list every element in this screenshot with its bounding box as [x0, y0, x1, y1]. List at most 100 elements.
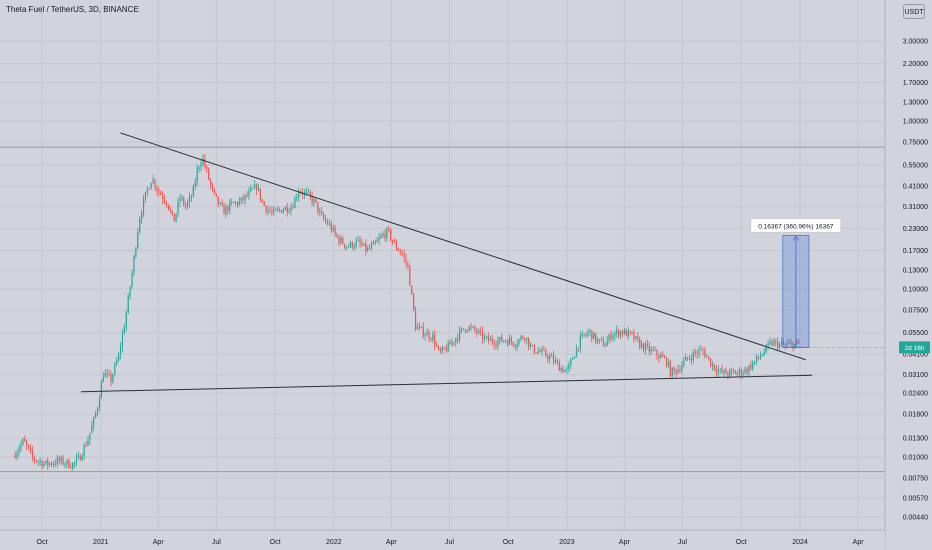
- candle-body: [742, 373, 744, 375]
- candle-body: [665, 357, 668, 366]
- candle-body: [790, 342, 792, 344]
- candle-body: [330, 223, 332, 231]
- candle-body: [771, 341, 773, 346]
- candle-body: [732, 370, 735, 372]
- candle-body: [662, 355, 664, 357]
- candle-body: [267, 209, 269, 212]
- candle-body: [365, 243, 367, 252]
- candle-body: [317, 202, 319, 213]
- candle-body: [83, 445, 85, 457]
- x-tick-label: 2023: [559, 539, 575, 546]
- last-price-countdown: 2d 16h: [905, 345, 925, 352]
- candle-body: [282, 209, 284, 213]
- candle-body: [516, 344, 518, 347]
- candle-body: [68, 459, 70, 468]
- candle-body: [43, 463, 45, 467]
- candle-body: [558, 362, 560, 371]
- candle-body: [723, 369, 725, 373]
- currency-button[interactable]: USDT: [903, 4, 925, 19]
- x-tick-label: 2022: [326, 539, 342, 546]
- candle-body: [104, 373, 106, 377]
- candle-body: [242, 197, 244, 201]
- candle-body: [259, 188, 261, 200]
- candle-body: [14, 455, 16, 458]
- candle-body: [688, 358, 691, 360]
- candle-body: [405, 257, 407, 264]
- candle-body: [639, 339, 641, 348]
- candle-body: [292, 207, 294, 209]
- candle-body: [457, 338, 459, 340]
- candle-body: [196, 168, 198, 182]
- x-tick-label: Jul: [212, 539, 221, 546]
- lower-trendline[interactable]: [80, 374, 813, 393]
- candle-body: [631, 332, 633, 334]
- candle-body: [112, 374, 114, 382]
- candle-body: [87, 440, 89, 446]
- x-tick-label: Jul: [445, 539, 454, 546]
- candle-body: [702, 349, 704, 351]
- x-tick-label: Jul: [678, 539, 687, 546]
- candle-body: [45, 460, 47, 464]
- candle-body: [215, 193, 217, 197]
- price-range-arrow-head: [792, 235, 800, 241]
- candle-body: [648, 345, 650, 352]
- candle-body: [204, 158, 206, 167]
- candle-body: [564, 369, 566, 373]
- candle-body: [190, 196, 193, 198]
- candle-body: [240, 197, 242, 202]
- candle-body: [202, 158, 204, 164]
- candle-body: [338, 236, 340, 244]
- candle-body: [777, 341, 779, 348]
- candle-body: [451, 341, 453, 345]
- candle-body: [198, 167, 200, 169]
- candle-body: [499, 337, 501, 341]
- candle-body: [775, 341, 777, 343]
- candle-body: [116, 360, 118, 365]
- candle-body: [474, 326, 476, 331]
- candle-body: [121, 333, 124, 348]
- upper-trendline[interactable]: [120, 132, 806, 361]
- candle-body: [407, 263, 409, 266]
- candle-body: [554, 360, 557, 362]
- candle-body: [505, 340, 507, 342]
- candle-body: [489, 338, 491, 341]
- candle-body: [428, 332, 430, 339]
- candle-body: [437, 346, 440, 350]
- candle-body: [52, 463, 55, 465]
- candle-body: [443, 347, 445, 349]
- candle-body: [794, 343, 796, 349]
- candle-body: [595, 333, 597, 343]
- candle-body: [368, 248, 371, 250]
- candle-body: [135, 247, 137, 257]
- candles: [14, 153, 800, 471]
- candle-body: [587, 331, 589, 335]
- candle-body: [234, 202, 237, 204]
- candle-body: [390, 229, 392, 240]
- candle-body: [346, 246, 348, 248]
- y-tick-label: 3.00000: [903, 39, 928, 46]
- candle-body: [250, 188, 252, 192]
- candle-body: [142, 199, 145, 214]
- candle-body: [95, 413, 97, 418]
- candle-body: [683, 360, 685, 366]
- candle-body: [137, 231, 139, 248]
- candle-body: [436, 345, 438, 347]
- candle-body: [162, 195, 164, 199]
- candle-body: [286, 206, 288, 213]
- candle-body: [646, 344, 648, 346]
- x-tick-label: Apr: [853, 539, 865, 546]
- candle-body: [696, 352, 698, 354]
- candle-body: [627, 330, 629, 337]
- candle-body: [223, 205, 225, 215]
- candle-body: [47, 460, 49, 465]
- y-tick-label: 0.55000: [903, 162, 928, 169]
- candle-body: [35, 460, 37, 462]
- candle-body: [460, 328, 463, 331]
- candle-body: [754, 361, 756, 363]
- candle-body: [248, 191, 250, 196]
- candle-body: [478, 330, 480, 333]
- candle-body: [171, 210, 173, 215]
- candle-body: [589, 330, 591, 332]
